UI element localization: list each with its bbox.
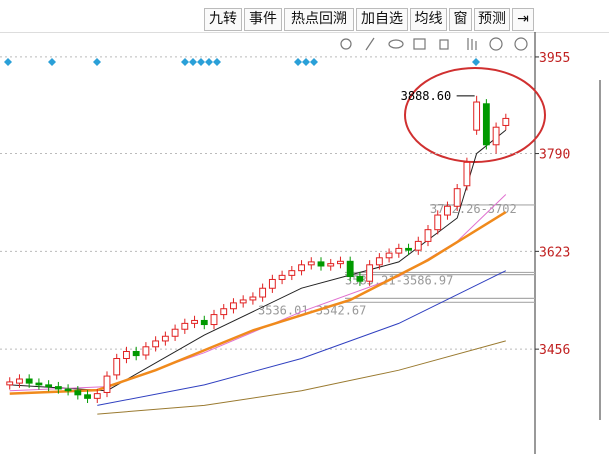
candle-body — [171, 328, 179, 337]
max-label: 3888.60 — [401, 89, 452, 103]
moving-average-line — [97, 270, 507, 406]
draw-icon[interactable] — [365, 37, 375, 51]
tool-icons — [340, 37, 528, 51]
zoom-out-icon[interactable] — [514, 37, 528, 51]
candle-body — [132, 350, 140, 357]
save-icon[interactable] — [413, 38, 426, 50]
event-diamond — [302, 58, 310, 66]
candle-body — [463, 161, 471, 187]
candle-body — [434, 214, 442, 231]
candle-body — [93, 393, 101, 399]
event-diamond — [4, 58, 12, 66]
candle-body — [152, 340, 160, 348]
candle-body — [346, 260, 354, 278]
candle-body — [288, 270, 296, 276]
toolbar: 九转 事件 热点回溯 加自选 均线 窗 预测 ⇥ — [0, 0, 609, 33]
candle-body — [482, 103, 490, 146]
y-tick-label: 3456 — [539, 343, 570, 358]
candle-body — [230, 302, 237, 310]
event-diamond — [48, 58, 56, 66]
candle-body — [84, 394, 91, 399]
candle-body — [161, 335, 169, 342]
candle-body — [395, 247, 403, 254]
collapse-button[interactable]: ⇥ — [512, 8, 534, 31]
toolbar-button[interactable]: 九转 — [204, 8, 242, 31]
candle-body — [210, 314, 218, 326]
event-diamond — [181, 58, 189, 66]
event-diamond — [205, 58, 213, 66]
candle-body — [298, 264, 305, 272]
candle-body — [414, 240, 422, 251]
candle-body — [45, 384, 53, 388]
candle-body — [375, 257, 383, 266]
candle-body — [249, 296, 257, 301]
candle-body — [453, 188, 461, 207]
candle-body — [307, 261, 315, 266]
candle-body — [366, 264, 374, 282]
candle-body — [200, 319, 208, 326]
settings-icon[interactable] — [340, 38, 352, 50]
toolbar-button[interactable]: 事件 — [244, 8, 282, 31]
hand-icon[interactable] — [467, 38, 477, 50]
y-tick-label: 3955 — [539, 51, 570, 66]
event-diamond — [294, 58, 302, 66]
candle-body — [64, 388, 72, 392]
candle-body — [220, 308, 228, 316]
view-icon[interactable] — [388, 39, 404, 49]
toolbar-button[interactable]: 热点回溯 — [284, 8, 354, 31]
y-tick-label: 3623 — [539, 245, 570, 260]
candle-body — [54, 386, 62, 390]
zoom-in-icon[interactable] — [489, 37, 503, 51]
candle-body — [356, 276, 364, 282]
candle-body — [259, 287, 267, 298]
y-tick-label: 3790 — [539, 148, 570, 163]
candle-body — [405, 247, 412, 251]
candle-body — [35, 382, 43, 386]
candle-body — [492, 126, 500, 146]
event-diamond — [93, 58, 101, 66]
event-diamond — [310, 58, 318, 66]
toolbar-button[interactable]: 窗 — [449, 8, 472, 31]
candle-body — [502, 117, 510, 126]
candle-body — [239, 299, 247, 304]
lock-icon[interactable] — [439, 39, 449, 50]
candle-body — [6, 381, 14, 386]
event-diamond — [213, 58, 221, 66]
candle-body — [181, 322, 189, 330]
gap-label: 3536.01-3542.67 — [258, 303, 366, 317]
moving-average-line — [97, 340, 506, 415]
candle-body — [268, 278, 276, 289]
candle-body — [16, 378, 23, 384]
event-diamond — [472, 58, 480, 66]
candle-body — [278, 274, 286, 280]
candle-body — [327, 263, 335, 267]
candle-body — [473, 101, 481, 131]
toolbar-button[interactable]: 预测 — [474, 8, 510, 31]
candle-body — [25, 378, 33, 384]
toolbar-button[interactable]: 加自选 — [356, 8, 408, 31]
candle-body — [123, 350, 130, 360]
candle-body — [142, 346, 150, 356]
event-markers — [4, 58, 480, 66]
candle-body — [317, 261, 325, 267]
candle-body — [191, 319, 198, 324]
highlight-circle — [404, 67, 546, 163]
candle-body — [385, 252, 393, 259]
candle-body — [74, 390, 82, 396]
toolbar-button[interactable]: 均线 — [410, 8, 447, 31]
candle-body — [424, 229, 432, 242]
moving-average-line — [9, 129, 507, 392]
candle-body — [444, 205, 451, 216]
candle-body — [103, 375, 111, 393]
event-diamond — [197, 58, 205, 66]
candle-body — [337, 260, 344, 265]
event-diamond — [189, 58, 197, 66]
candle-body — [113, 358, 121, 376]
